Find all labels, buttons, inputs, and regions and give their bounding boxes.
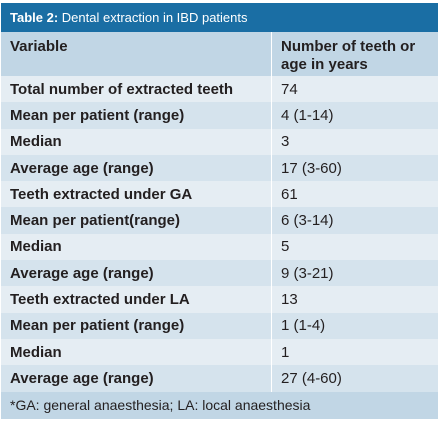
- row-variable: Mean per patient (range): [10, 317, 185, 335]
- row-value: 74: [271, 76, 438, 103]
- row-value: 1 (1-4): [271, 312, 438, 339]
- table-header-row: Variable Number of teeth or age in years: [1, 32, 438, 76]
- header-value-line1: Number of teeth or: [281, 38, 416, 55]
- caption-label: Table 2:: [10, 10, 59, 25]
- row-value: 61: [271, 181, 438, 208]
- table-footnote: *GA: general anaesthesia; LA: local anae…: [1, 391, 438, 419]
- table-body: Total number of extracted teeth 74 Mean …: [1, 76, 438, 392]
- header-value: Number of teeth or age in years: [271, 32, 438, 76]
- table-row: Mean per patient (range) 1 (1-4): [1, 312, 438, 339]
- table-row: Median 5: [1, 233, 438, 261]
- header-variable: Variable: [10, 38, 68, 55]
- table-row: Median 3: [1, 128, 438, 155]
- row-value: 5: [271, 233, 438, 261]
- table-row: Teeth extracted under GA 61: [1, 181, 438, 208]
- table-row: Average age (range) 17 (3-60): [1, 154, 438, 182]
- row-variable: Average age (range): [10, 159, 154, 177]
- row-variable: Median: [10, 133, 62, 151]
- row-value: 3: [271, 128, 438, 155]
- row-variable: Average age (range): [10, 369, 154, 387]
- table-row: Total number of extracted teeth 74: [1, 76, 438, 103]
- row-variable: Average age (range): [10, 264, 154, 282]
- row-variable: Teeth extracted under GA: [10, 185, 193, 203]
- row-variable: Total number of extracted teeth: [10, 80, 234, 98]
- row-variable: Mean per patient(range): [10, 212, 181, 230]
- table-row: Average age (range) 9 (3-21): [1, 260, 438, 287]
- header-value-line2: age in years: [281, 56, 368, 73]
- row-variable: Median: [10, 238, 62, 256]
- row-value: 27 (4-60): [271, 365, 438, 392]
- dental-extraction-table: Table 2: Dental extraction in IBD patien…: [1, 3, 438, 419]
- row-value: 6 (3-14): [271, 207, 438, 234]
- table-row: Median 1: [1, 338, 438, 366]
- row-variable: Median: [10, 343, 62, 361]
- table-row: Mean per patient (range) 4 (1-14): [1, 102, 438, 129]
- row-value: 13: [271, 286, 438, 313]
- row-value: 1: [271, 338, 438, 366]
- table-row: Average age (range) 27 (4-60): [1, 365, 438, 392]
- table-caption: Table 2: Dental extraction in IBD patien…: [1, 3, 438, 32]
- row-value: 17 (3-60): [271, 154, 438, 182]
- caption-text: Dental extraction in IBD patients: [58, 10, 248, 25]
- row-value: 9 (3-21): [271, 260, 438, 287]
- table-row: Mean per patient(range) 6 (3-14): [1, 207, 438, 234]
- row-variable: Mean per patient (range): [10, 106, 185, 124]
- row-value: 4 (1-14): [271, 102, 438, 129]
- row-variable: Teeth extracted under LA: [10, 291, 190, 309]
- table-row: Teeth extracted under LA 13: [1, 286, 438, 313]
